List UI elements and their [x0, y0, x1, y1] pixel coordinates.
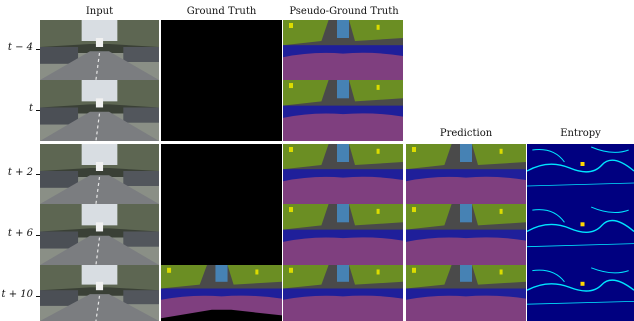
row-tick [36, 49, 40, 50]
header-prediction: Prediction [439, 128, 493, 139]
timeline-divider-vertical [403, 141, 406, 321]
ground-truth-unavailable [161, 144, 282, 204]
row-tick [36, 110, 40, 111]
row-tick [36, 296, 40, 297]
pseudo-ground-truth-segmentation [283, 204, 403, 265]
pseudo-ground-truth-segmentation [283, 265, 403, 321]
input-image [40, 20, 159, 80]
timeline-divider-horizontal [38, 141, 634, 144]
ground-truth-segmentation [161, 265, 282, 321]
row-label-t: t [28, 103, 33, 114]
prediction-segmentation [406, 265, 526, 321]
row-tick [36, 235, 40, 236]
row-label-t-minus-4: t − 4 [7, 42, 33, 53]
header-ground-truth: Ground Truth [186, 6, 257, 17]
header-input: Input [85, 6, 114, 17]
pseudo-ground-truth-segmentation [283, 144, 403, 204]
row-tick [36, 174, 40, 175]
input-image [40, 80, 159, 141]
input-image [40, 265, 159, 321]
row-label-t-plus-10: t + 10 [1, 289, 33, 300]
row-label-t-plus-2: t + 2 [7, 167, 33, 178]
pseudo-ground-truth-segmentation [283, 80, 403, 141]
prediction-segmentation [406, 204, 526, 265]
header-entropy: Entropy [560, 128, 601, 139]
ground-truth-unavailable [161, 204, 282, 265]
input-image [40, 204, 159, 265]
entropy-map [527, 265, 634, 321]
ground-truth-unavailable [161, 20, 282, 80]
row-label-t-plus-6: t + 6 [7, 228, 33, 239]
input-image [40, 144, 159, 204]
pseudo-ground-truth-segmentation [283, 20, 403, 80]
ground-truth-unavailable [161, 80, 282, 141]
header-pseudo-ground-truth: Pseudo-Ground Truth [289, 6, 399, 17]
entropy-map [527, 144, 634, 204]
prediction-segmentation [406, 144, 526, 204]
entropy-map [527, 204, 634, 265]
